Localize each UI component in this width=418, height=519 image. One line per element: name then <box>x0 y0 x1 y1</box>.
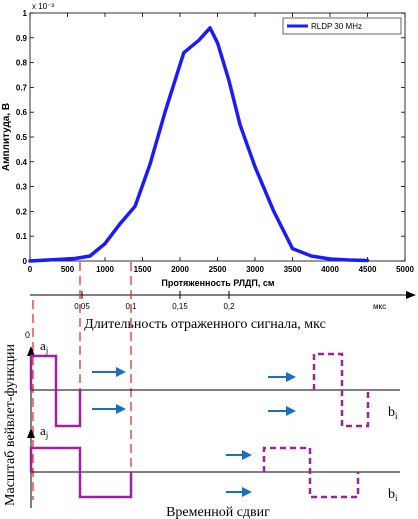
y-axis-label: Амплитуда, В <box>1 103 12 171</box>
duration-axis: 0,05 0,1 0,15 0,2 мкс Длительность отраженн… <box>30 291 416 332</box>
shift-arrow-icon <box>268 406 296 416</box>
x-tick-label: 0 <box>28 265 33 274</box>
upper-shift-label: bi <box>388 405 398 421</box>
y-tick-label: 1 <box>23 9 28 18</box>
y-tick-label: 0.4 <box>16 158 28 167</box>
upper-wavelet-solid <box>29 354 82 428</box>
lower-shift-label: bi <box>388 487 398 503</box>
x-tick-label: 2500 <box>209 265 227 274</box>
upper-axis-arrow <box>27 346 35 356</box>
lower-axis-arrow <box>27 428 35 438</box>
x-tick-label: 3000 <box>246 265 264 274</box>
y-tick-label: 0.1 <box>16 232 28 241</box>
y-tick-label: 0.2 <box>16 207 28 216</box>
axis-exponent-label: x 10⁻³ <box>32 2 54 11</box>
upper-scale-label: aj <box>40 338 48 355</box>
shift-arrow-icon <box>92 404 126 414</box>
wavelet-scale-axis-label: Масштаб вейвлет-функции <box>3 344 18 506</box>
duration-unit: мкс <box>373 302 386 311</box>
shift-arrow-icon <box>92 367 126 377</box>
lower-wavelet-solid <box>29 446 133 499</box>
y-tick-label: 0.3 <box>16 183 28 192</box>
y-tick-label: 0.8 <box>16 59 28 68</box>
time-shift-axis-label: Временной сдвиг <box>166 505 270 519</box>
y-ticks: 0 0.1 0.2 0.3 0.4 0.5 0.6 0.7 0.8 0.9 1 <box>16 9 405 266</box>
shift-arrows <box>92 367 296 497</box>
plot-frame <box>29 12 406 262</box>
x-tick-label: 4500 <box>359 265 377 274</box>
series-line <box>28 26 370 263</box>
x-tick-label: 1000 <box>96 265 114 274</box>
legend-entry: RLDP 30 MHz <box>311 22 362 31</box>
duration-axis-label: Длительность отраженного сигнала, мкс <box>84 317 326 332</box>
y-tick-label: 0.6 <box>16 108 28 117</box>
guide-lines <box>32 262 132 500</box>
amplitude-chart: x 10⁻³ 0 0.1 0.2 0.3 0.4 0.5 0.6 0.7 0.8 0.9 1 0 50… <box>1 2 414 288</box>
x-tick-label: 500 <box>61 265 75 274</box>
legend-box <box>282 17 402 35</box>
upper-wavelet-dashed <box>312 352 370 428</box>
x-tick-label: 4000 <box>321 265 339 274</box>
origin-label: 0 <box>25 330 30 340</box>
duration-ticks: 0,05 0,1 0,15 0,2 <box>74 291 235 311</box>
legend: RLDP 30 MHz <box>282 17 402 35</box>
duration-axis-arrow <box>406 291 416 299</box>
y-tick-label: 0.5 <box>16 133 28 142</box>
shift-arrow-icon <box>268 372 296 382</box>
x-tick-label: 5000 <box>396 265 414 274</box>
wavelet-diagram: 0 Масштаб вейвлет-функции aj bi aj bi Вр… <box>3 330 400 519</box>
y-tick-label: 0.9 <box>16 34 28 43</box>
duration-tick-label: 0,15 <box>172 302 188 311</box>
duration-tick-label: 0,2 <box>223 302 235 311</box>
lower-scale-label: aj <box>40 423 48 440</box>
shift-arrow-icon <box>226 450 252 460</box>
x-axis-label: Протяженность РЛДП, см <box>161 278 275 288</box>
shift-arrow-icon <box>226 487 252 497</box>
wavelet-panel-lower: aj bi Временной сдвиг <box>27 423 400 519</box>
x-tick-label: 1500 <box>134 265 152 274</box>
wavelet-panel-upper: aj bi <box>27 338 400 430</box>
lower-wavelet-dashed <box>262 446 360 499</box>
y-tick-label: 0 <box>23 257 28 266</box>
duration-tick-label: 0,05 <box>74 302 90 311</box>
series-layer <box>28 26 370 263</box>
x-ticks: 0 500 1000 1500 2000 2500 3000 3500 4000 4500 5000 <box>28 13 414 274</box>
x-tick-label: 2000 <box>171 265 189 274</box>
x-tick-label: 3500 <box>284 265 302 274</box>
y-tick-label: 0.7 <box>16 83 28 92</box>
